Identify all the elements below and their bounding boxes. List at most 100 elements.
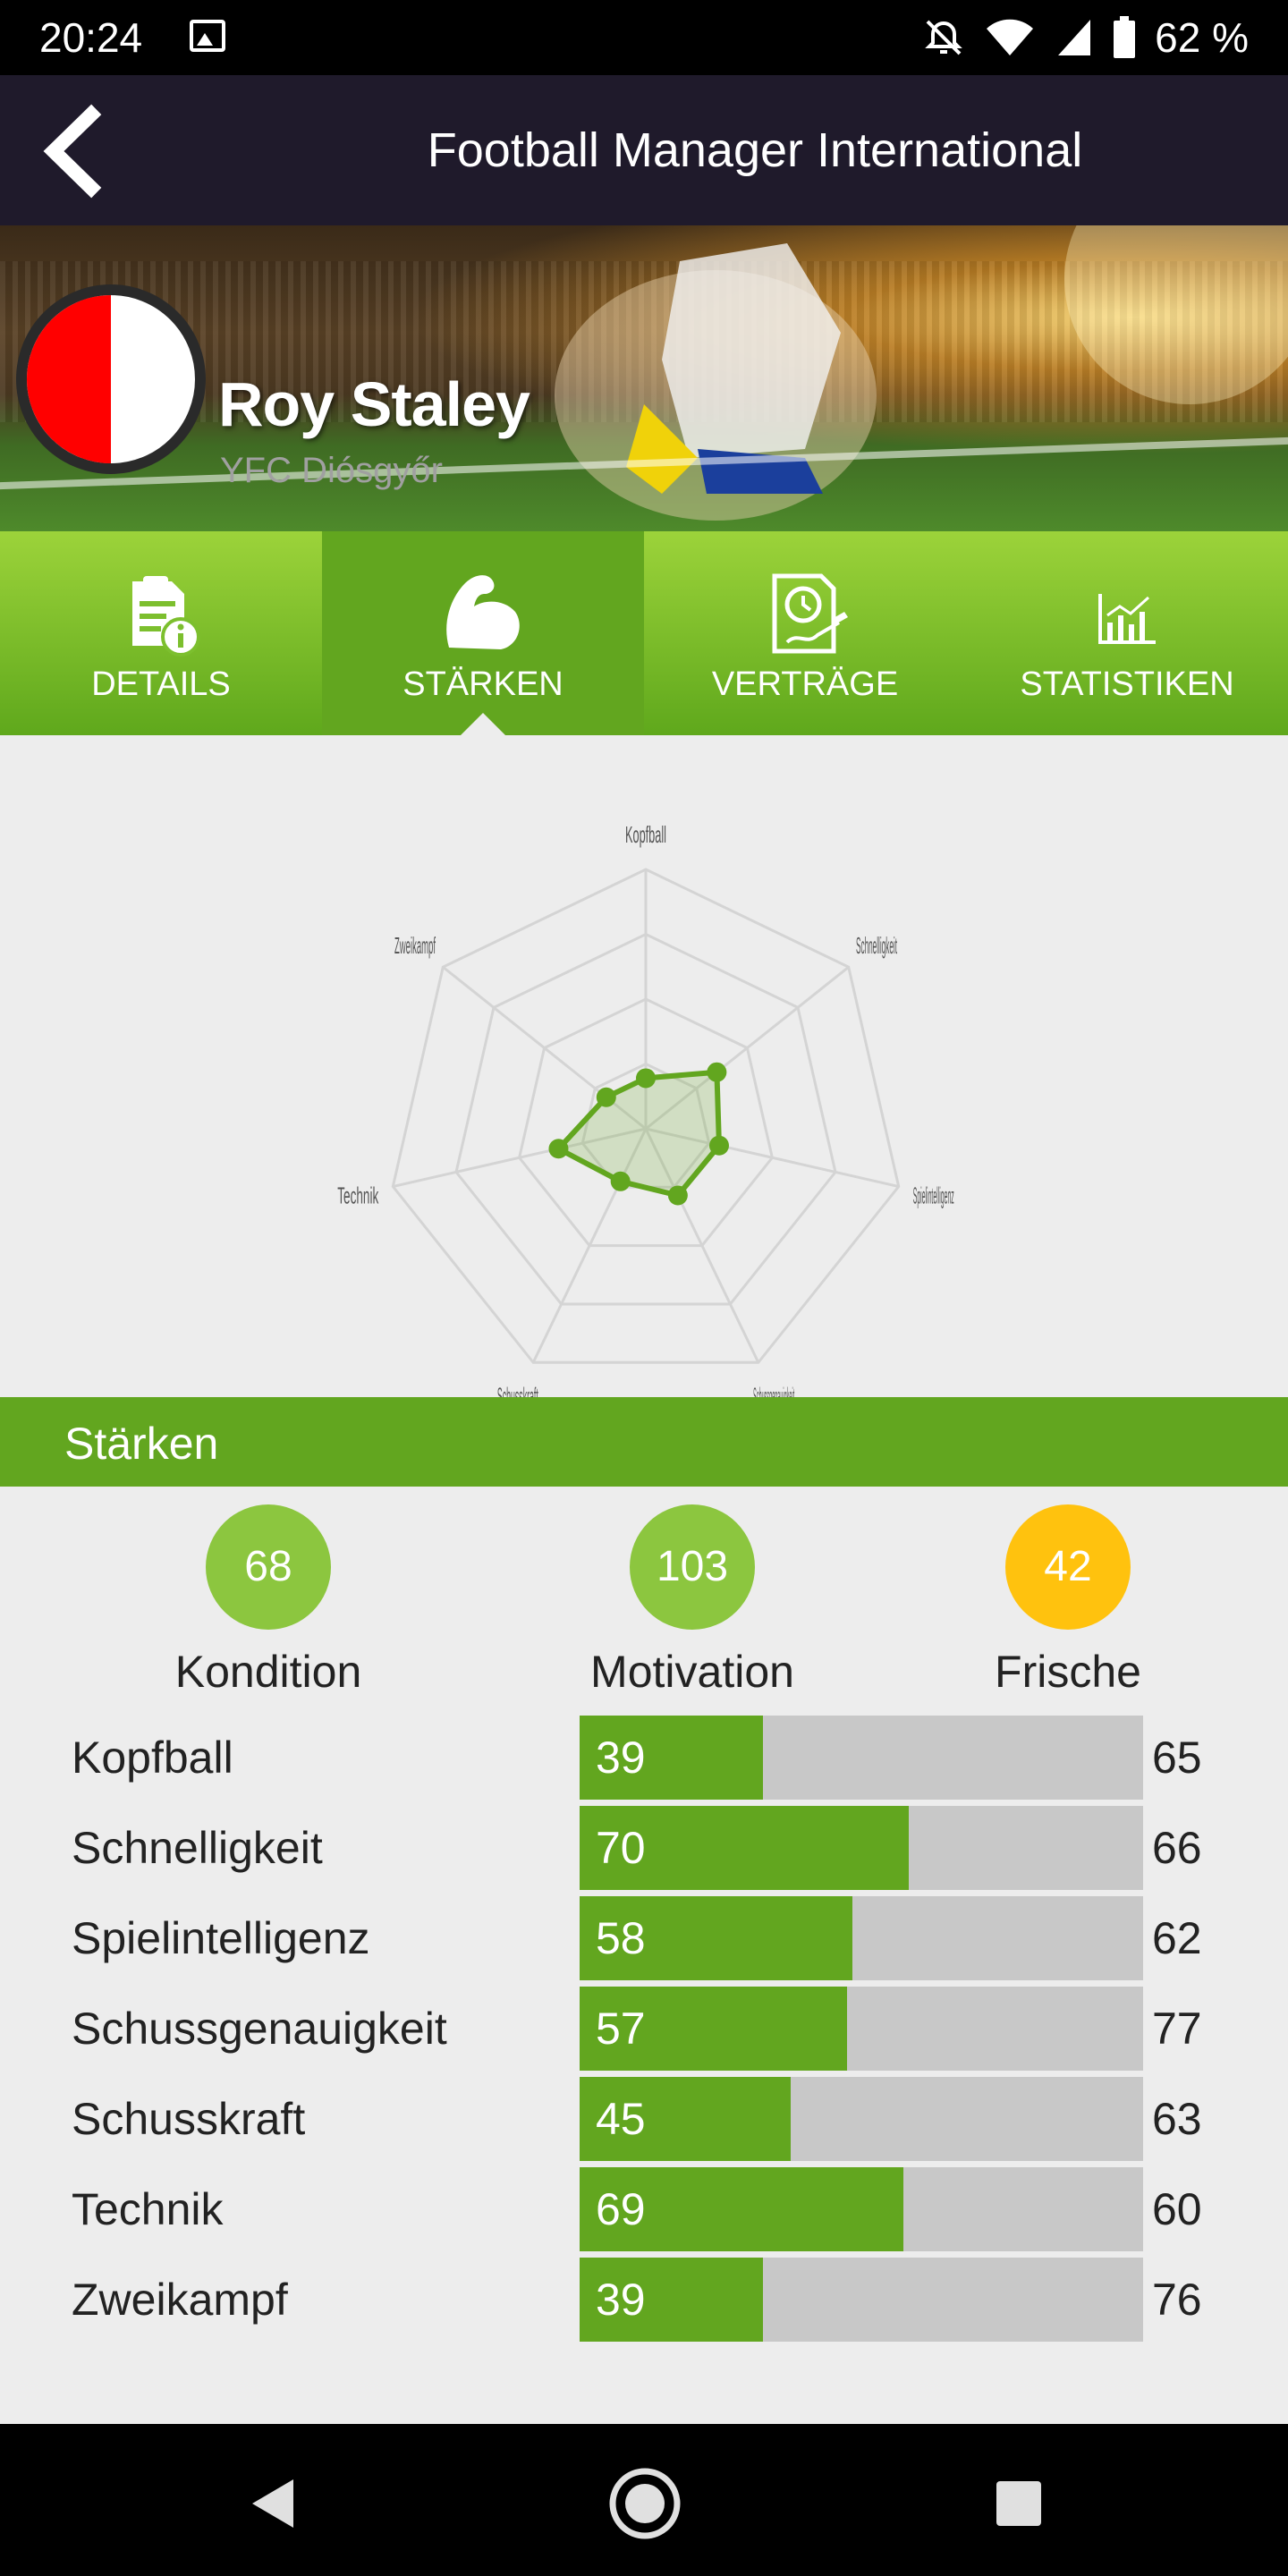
radar-grid-ring [517, 997, 775, 1248]
skill-value: 70 [596, 1823, 646, 1873]
skill-value: 39 [596, 2275, 646, 2325]
skill-bar-fill [580, 1716, 763, 1800]
stat-circle-frische: 42 [1005, 1504, 1131, 1630]
player-club: YFC Diósgyőr [220, 451, 443, 490]
skill-bar-fill [580, 1806, 909, 1890]
app-title: Football Manager International [427, 123, 1083, 177]
skill-value: 39 [596, 1733, 646, 1783]
stat-label: Frische [995, 1647, 1141, 1697]
contract-clock-icon [772, 573, 848, 654]
radar-axis-label: Schnelligkeit [856, 932, 897, 959]
tab-label: DETAILS [91, 665, 231, 703]
skill-bar-fill [580, 2258, 763, 2342]
skill-right-value: 62 [1152, 1913, 1202, 1963]
radar-data-point [548, 1139, 569, 1159]
skill-value: 69 [596, 2184, 646, 2234]
radar-grid-ring [391, 868, 901, 1364]
radar-axis-label: Schusskraft [497, 1382, 538, 1397]
skill-label: Schnelligkeit [72, 1823, 323, 1873]
skill-bar-fill [580, 2077, 791, 2161]
stat-circle-motivation: 103 [630, 1504, 755, 1630]
tab-bar: DETAILS STÄRKEN VERTRÄGE STATISTIKEN [0, 531, 1288, 736]
radar-grid-ring [454, 932, 837, 1306]
skill-bar-fill [580, 2167, 903, 2251]
radar-axis-label: Kopfball [625, 821, 666, 848]
nav-home-button[interactable] [605, 2463, 685, 2544]
tab-staerken[interactable]: STÄRKEN [322, 531, 644, 736]
tab-label: STATISTIKEN [1020, 665, 1234, 703]
radar-axis-line [392, 1127, 647, 1188]
skill-right-value: 66 [1152, 1823, 1202, 1873]
skills-radar-chart: Kopfball Schnelligkeit Spielintelligenz Sch… [337, 821, 954, 1397]
system-nav-bar [0, 2424, 1288, 2576]
wifi-icon [987, 19, 1034, 55]
skill-bar-track: 45 [580, 2077, 1143, 2161]
skill-value: 58 [596, 1913, 646, 1963]
radar-data-point [636, 1068, 656, 1089]
skill-label: Schusskraft [72, 2094, 306, 2144]
tab-label: STÄRKEN [402, 665, 564, 703]
radar-axis-line [531, 1128, 648, 1363]
tab-vertraege[interactable]: VERTRÄGE [644, 531, 966, 735]
back-button[interactable] [32, 102, 131, 200]
skill-label: Schussgenauigkeit [72, 2004, 447, 2054]
home-circle-icon [609, 2468, 681, 2539]
skill-value: 45 [596, 2094, 646, 2144]
skill-right-value: 63 [1152, 2094, 1202, 2144]
radar-axis-label: Schussgenauigkeit [753, 1382, 794, 1397]
radar-data-point [667, 1185, 688, 1206]
radar-axis-line [645, 966, 850, 1131]
nav-recents-button[interactable] [979, 2463, 1059, 2544]
skill-bar-track: 39 [580, 2258, 1143, 2342]
radar-data-point [707, 1062, 727, 1082]
stadium-crowd-background [0, 261, 1288, 422]
app-bar: Football Manager International [0, 75, 1288, 225]
tab-details[interactable]: DETAILS [0, 531, 322, 735]
stat-label: Kondition [174, 1647, 362, 1697]
status-bar: 20:24 62 % [0, 0, 1288, 75]
bar-chart-icon [1098, 594, 1156, 644]
radar-axis-label: Zweikampf [394, 932, 436, 959]
battery-icon [1114, 16, 1136, 58]
skill-bar-track: 39 [580, 1716, 1143, 1800]
recents-square-icon [996, 2481, 1041, 2526]
radar-axis-label: Spielintelligenz [913, 1182, 954, 1208]
stat-label: Motivation [590, 1647, 794, 1697]
tab-label: VERTRÄGE [711, 665, 899, 703]
nav-back-button[interactable] [234, 2463, 315, 2544]
radar-axis-line [645, 1127, 900, 1188]
skill-bar-track: 69 [580, 2167, 1143, 2251]
skill-right-value: 77 [1152, 2004, 1202, 2054]
skill-right-value: 76 [1152, 2275, 1202, 2325]
chevron-left-icon [43, 104, 102, 199]
skill-label: Kopfball [72, 1733, 233, 1783]
section-header-staerken: Stärken [0, 1397, 1288, 1487]
image-icon [190, 20, 225, 52]
stat-circle-kondition: 68 [206, 1504, 331, 1630]
document-info-icon [132, 576, 200, 657]
status-time: 20:24 [39, 14, 143, 61]
flexed-arm-icon [446, 575, 520, 649]
skill-value: 57 [596, 2004, 646, 2054]
skill-right-value: 60 [1152, 2184, 1202, 2234]
skill-label: Spielintelligenz [72, 1913, 370, 1963]
radar-data-point [596, 1087, 616, 1107]
radar-data-point [708, 1135, 729, 1156]
skill-label: Zweikampf [72, 2275, 288, 2325]
radar-data-point [610, 1171, 631, 1191]
alarm-off-icon [925, 20, 962, 55]
back-triangle-icon [252, 2479, 293, 2528]
skill-label: Technik [72, 2184, 224, 2234]
signal-icon [1058, 20, 1091, 55]
club-badge [16, 284, 206, 474]
player-name: Roy Staley [218, 369, 530, 439]
radar-data-area [555, 1069, 722, 1199]
radar-axis-line [644, 1128, 760, 1363]
skill-bar-fill [580, 1896, 852, 1980]
status-icons: 62 % [922, 11, 1249, 64]
skill-bar-track: 58 [580, 1896, 1143, 1980]
skill-bar-track: 57 [580, 1987, 1143, 2071]
skill-bar-track: 70 [580, 1806, 1143, 1890]
tab-statistiken[interactable]: STATISTIKEN [966, 531, 1288, 735]
active-tab-indicator [460, 713, 506, 736]
